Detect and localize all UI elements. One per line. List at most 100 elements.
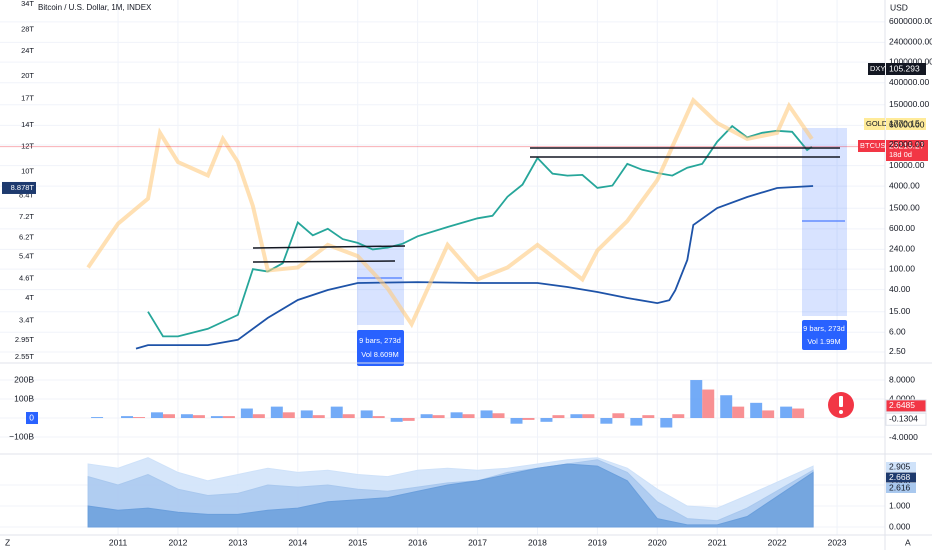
histogram-bar bbox=[750, 402, 763, 419]
y-tick-label: 4000.00 bbox=[889, 180, 920, 190]
x-tick-label: 2017 bbox=[468, 537, 487, 547]
price-tag bbox=[864, 118, 885, 130]
series-line bbox=[86, 96, 814, 329]
y2-tick-label: 4T bbox=[25, 293, 34, 302]
y-tick-label: 240.00 bbox=[889, 244, 915, 254]
measure-label bbox=[357, 330, 404, 366]
measure-volume: Vol 8.609M bbox=[361, 350, 399, 359]
histogram-bar bbox=[342, 414, 355, 419]
histogram-bar bbox=[642, 415, 655, 419]
price-name: BTCUSD bbox=[860, 141, 891, 150]
indicator-tag bbox=[886, 462, 916, 472]
y2-tick-label: 6.2T bbox=[19, 232, 34, 241]
measure-bars: 9 bars, 273d bbox=[359, 336, 401, 345]
y-tick-label: 25000.00 bbox=[889, 139, 925, 149]
y-tick-label: −100B bbox=[9, 431, 34, 441]
x-tick-label: 2013 bbox=[228, 537, 247, 547]
y2-marker-label: 8.878T bbox=[11, 183, 35, 192]
histogram-bar bbox=[270, 406, 283, 419]
histogram-bar bbox=[420, 414, 433, 419]
alert-icon-bar bbox=[839, 396, 843, 407]
indicator-value: 2.616 bbox=[889, 482, 911, 492]
y-tick-label: 400000.00 bbox=[889, 77, 929, 87]
histogram-bar bbox=[133, 417, 146, 419]
histogram-bar bbox=[462, 414, 475, 419]
measure-box bbox=[802, 128, 847, 316]
histogram-bar bbox=[91, 417, 104, 419]
x-tick-label: 2023 bbox=[828, 537, 847, 547]
y2-tick-label: 10T bbox=[21, 167, 34, 176]
measure-label bbox=[802, 320, 847, 350]
y-tick-label: 6000000.00 bbox=[889, 16, 932, 26]
trendline bbox=[252, 260, 396, 263]
histogram-bar bbox=[121, 416, 134, 419]
indicator-tag bbox=[886, 472, 916, 483]
histogram-bar bbox=[480, 410, 493, 419]
price-tag bbox=[886, 118, 926, 130]
y2-tick-label: 7.2T bbox=[19, 212, 34, 221]
toolbar-auto-scale[interactable]: A bbox=[905, 537, 911, 547]
y2-tick-label: 24T bbox=[21, 46, 34, 55]
x-tick-label: 2020 bbox=[648, 537, 667, 547]
x-tick-label: 2011 bbox=[109, 537, 128, 547]
y-tick-label: 60000.00 bbox=[889, 120, 925, 130]
histogram-bar bbox=[702, 389, 715, 419]
histogram-bar bbox=[372, 416, 385, 419]
histogram-bar bbox=[492, 413, 505, 419]
histogram-bar bbox=[732, 406, 745, 419]
series-line bbox=[147, 124, 813, 338]
indicator-tag bbox=[886, 483, 916, 493]
indicator-tag bbox=[885, 399, 927, 413]
histogram-bar bbox=[762, 410, 775, 419]
alert-icon-dot bbox=[839, 410, 843, 414]
y-tick-label: 0 bbox=[29, 412, 34, 422]
histogram-bar bbox=[162, 414, 175, 419]
y-tick-label: 600.00 bbox=[889, 223, 915, 233]
y2-tick-label: 12T bbox=[21, 141, 34, 150]
y-tick-label: 1500.00 bbox=[889, 202, 920, 212]
histogram-bar bbox=[582, 414, 595, 419]
price-tag bbox=[886, 63, 926, 75]
price-value: 1770.15 bbox=[889, 118, 920, 128]
x-tick-label: 2019 bbox=[588, 537, 607, 547]
price-countdown: 18d 0d bbox=[889, 150, 912, 159]
series-line bbox=[135, 185, 814, 350]
x-tick-label: 2015 bbox=[348, 537, 367, 547]
histogram-bar bbox=[720, 395, 733, 419]
y-tick-label: 2.50 bbox=[889, 346, 906, 356]
y-tick-label: 6.00 bbox=[889, 327, 906, 337]
histogram-bar bbox=[360, 410, 373, 419]
histogram-bar bbox=[432, 415, 445, 419]
histogram-bar bbox=[690, 380, 703, 419]
y2-tick-label: 4.0000 bbox=[889, 394, 915, 404]
histogram-bar bbox=[780, 406, 793, 419]
zero-tag bbox=[26, 412, 38, 425]
y2-tick-label: 20T bbox=[21, 71, 34, 80]
histogram-bar bbox=[180, 414, 193, 419]
area bbox=[87, 463, 814, 528]
y-tick-label: 200B bbox=[14, 374, 34, 384]
toolbar-timezone[interactable]: Z bbox=[5, 537, 10, 547]
histogram-bar bbox=[390, 418, 403, 422]
y2-tick-label: 8.0000 bbox=[889, 374, 915, 384]
histogram-bar bbox=[402, 418, 415, 421]
y-tick-label: 0.000 bbox=[889, 521, 911, 531]
y-tick-label: 100.00 bbox=[889, 263, 915, 273]
y-tick-label: 40.00 bbox=[889, 284, 911, 294]
price-name: GOLD bbox=[866, 119, 888, 128]
y-tick-label: 100B bbox=[14, 393, 34, 403]
histogram-bar bbox=[570, 414, 583, 419]
measure-bars: 9 bars, 273d bbox=[803, 324, 845, 333]
histogram-bar bbox=[522, 418, 535, 420]
y2-tick-label: 28T bbox=[21, 25, 34, 34]
y2-tick-label: 8.4T bbox=[19, 191, 34, 200]
histogram-bar bbox=[660, 418, 673, 428]
histogram-bar bbox=[450, 412, 463, 419]
x-tick-label: 2022 bbox=[768, 537, 787, 547]
y-tick-label: 1.000 bbox=[889, 500, 911, 510]
measure-volume: Vol 1.99M bbox=[807, 337, 840, 346]
y-tick-label: 2400000.00 bbox=[889, 37, 932, 47]
currency: USD bbox=[890, 2, 908, 12]
y-tick-label: 15.00 bbox=[889, 306, 911, 316]
price-name: DXY bbox=[870, 64, 885, 73]
